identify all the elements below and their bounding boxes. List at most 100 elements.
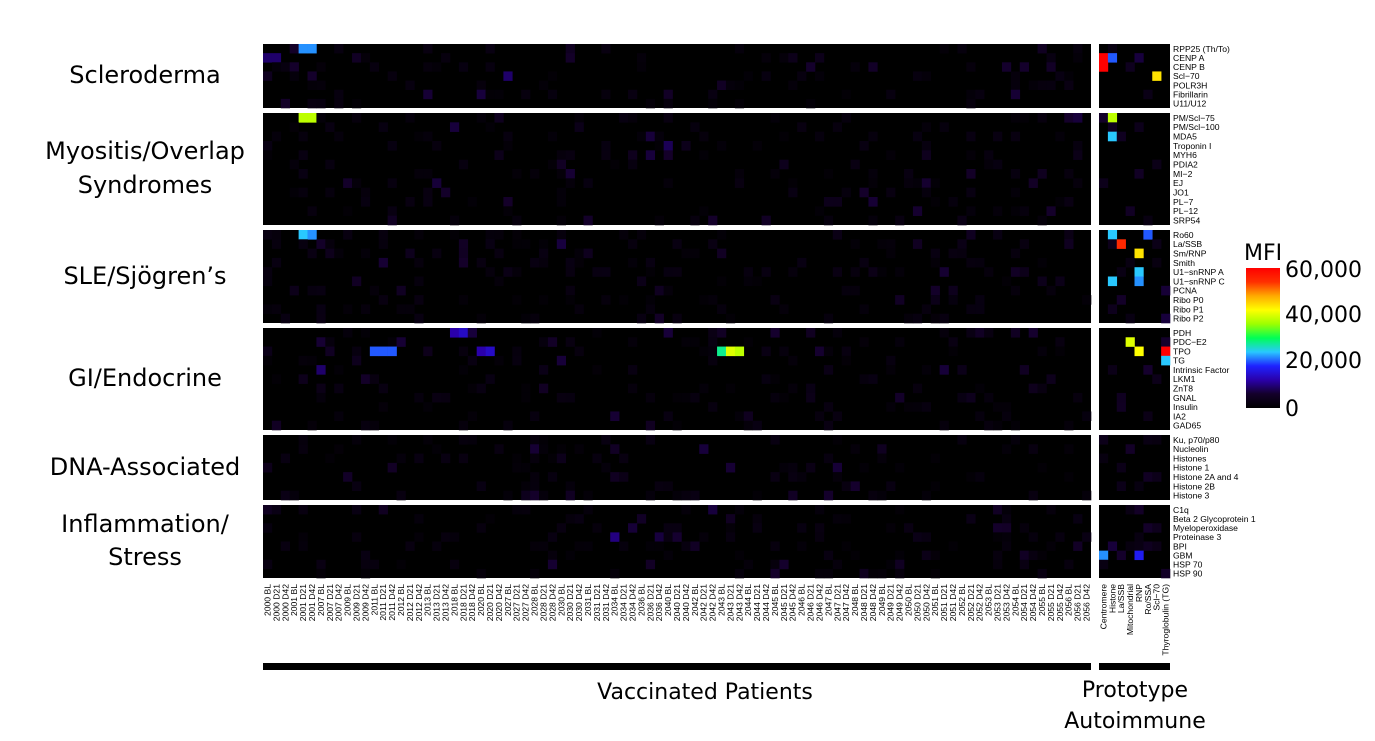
antigen-label: Insulin — [1173, 402, 1198, 412]
heatmap-cell — [521, 313, 531, 324]
heatmap-cell — [663, 267, 673, 277]
heatmap-cell — [904, 178, 914, 188]
heatmap-cell — [476, 383, 486, 394]
heatmap-cell — [841, 113, 851, 123]
heatmap-cell — [850, 444, 860, 454]
antigen-label: Fibrillarin — [1173, 89, 1208, 99]
heatmap-cell — [316, 80, 326, 91]
heatmap-cell — [788, 490, 798, 501]
heatmap-cell — [823, 490, 834, 501]
heatmap-cell — [1037, 44, 1047, 54]
heatmap-cell — [1010, 71, 1021, 81]
heatmap-cell — [565, 53, 575, 63]
heatmap-cell — [1028, 550, 1038, 561]
heatmap-cell — [1019, 113, 1029, 123]
heatmap-cell — [316, 98, 326, 109]
heatmap-cell — [815, 206, 825, 216]
sample-label: 2050 BL — [903, 584, 913, 616]
heatmap-cell — [547, 71, 558, 81]
heatmap-cell — [352, 435, 362, 445]
heatmap-cell — [1116, 267, 1126, 277]
heatmap-cell — [815, 523, 825, 533]
heatmap-cell — [788, 267, 798, 277]
heatmap-cell — [387, 71, 397, 81]
heatmap-cell — [788, 355, 798, 366]
heatmap-cell — [369, 346, 380, 357]
heatmap-cell — [360, 248, 371, 259]
heatmap-cell — [1134, 53, 1144, 63]
heatmap-cell — [815, 532, 825, 542]
heatmap-cell — [556, 215, 567, 226]
heatmap-cell — [1064, 239, 1074, 249]
heatmap-cell — [352, 276, 362, 287]
heatmap-cell — [815, 53, 825, 63]
heatmap-cell — [521, 481, 531, 492]
heatmap-cell — [948, 248, 958, 259]
antigen-label: IA2 — [1173, 411, 1186, 421]
heatmap-cell — [948, 541, 958, 551]
heatmap-cell — [263, 71, 273, 81]
heatmap-cell — [1143, 523, 1153, 533]
heatmap-cell — [886, 481, 896, 492]
heatmap-cell — [458, 248, 469, 259]
heatmap-cell — [868, 169, 878, 179]
heatmap-cell — [1107, 276, 1118, 287]
heatmap-cell — [263, 462, 273, 473]
heatmap-cell — [930, 285, 940, 296]
heatmap-cell — [725, 523, 736, 533]
heatmap-cell — [681, 248, 691, 259]
sample-label: 2034 D21 — [619, 584, 629, 621]
antigen-label: Troponin I — [1173, 141, 1211, 151]
heatmap-cell — [1028, 490, 1038, 501]
heatmap-cell — [1125, 444, 1135, 454]
heatmap-cell — [743, 559, 753, 570]
heatmap-cell — [503, 141, 513, 151]
heatmap-cell — [912, 206, 923, 216]
heatmap-cell — [1046, 285, 1056, 296]
heatmap-cell — [628, 89, 638, 100]
heatmap-cell — [387, 346, 397, 357]
heatmap-cell — [841, 481, 851, 492]
heatmap-cell — [1064, 472, 1074, 482]
heatmap-cell — [743, 267, 753, 277]
sample-label: Centromere — [1098, 584, 1108, 630]
heatmap-cell — [539, 295, 549, 305]
heatmap-cell — [699, 383, 709, 394]
heatmap-cell — [984, 392, 994, 403]
heatmap-cell — [930, 453, 940, 464]
heatmap-cell — [690, 215, 700, 226]
heatmap-cell — [316, 313, 326, 324]
heatmap-cell — [761, 267, 771, 277]
sample-label: 2011 BL — [369, 584, 379, 616]
heatmap-cell — [930, 568, 940, 579]
heatmap-cell — [298, 444, 308, 454]
heatmap-cell — [957, 248, 967, 259]
heatmap-cell — [316, 285, 326, 296]
heatmap-cell — [271, 257, 282, 268]
heatmap-cell — [343, 304, 353, 314]
heatmap-cell — [289, 62, 299, 72]
heatmap-cell — [993, 206, 1003, 216]
heatmap-cell — [1064, 444, 1074, 454]
heatmap-cell — [663, 98, 673, 109]
heatmap-cell — [743, 276, 753, 287]
heatmap-cell — [1107, 113, 1118, 123]
colorbar-tick: 0 — [1285, 397, 1299, 422]
sample-label: 2031 BL — [583, 584, 593, 616]
heatmap-cell — [877, 444, 887, 454]
heatmap-cell — [708, 215, 718, 226]
heatmap-cell — [1116, 402, 1126, 412]
heatmap-cell — [1010, 206, 1021, 216]
heatmap-cell — [645, 304, 656, 314]
heatmap-cell — [1019, 62, 1029, 72]
heatmap-cell — [325, 337, 335, 347]
heatmap-cell — [1134, 541, 1144, 551]
heatmap-cell — [966, 62, 976, 72]
heatmap-cell — [645, 392, 656, 403]
heatmap-cell — [485, 374, 495, 384]
heatmap-cell — [298, 435, 308, 445]
heatmap-cell — [485, 122, 495, 132]
heatmap-cell — [832, 462, 843, 473]
heatmap-cell — [779, 346, 789, 357]
heatmap-cell — [556, 444, 567, 454]
